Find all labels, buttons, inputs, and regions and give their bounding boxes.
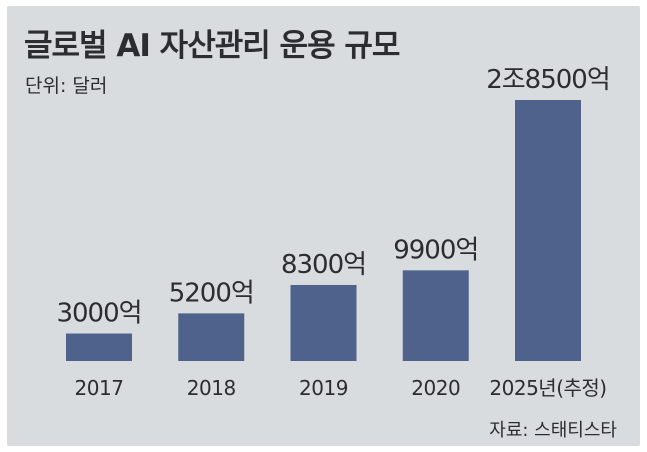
data-label: 8300억 [281,250,366,280]
data-label: 2조8500억 [486,65,610,95]
data-label: 9900억 [393,235,478,265]
bar-2020 [402,270,469,361]
bar-2019 [290,284,357,361]
bar-2018 [178,313,245,361]
bar-2017 [66,333,132,361]
category-label: 2017 [75,376,124,400]
category-label: 2020 [411,376,460,400]
data-label: 5200억 [169,278,254,308]
source-label: 자료: 스태티스타 [489,420,617,441]
unit-label: 단위: 달러 [25,75,108,97]
chart-title: 글로벌 AI 자산관리 운용 규모 [24,28,400,64]
category-label: 2019 [299,376,348,400]
category-label: 2025년(추정) [489,376,606,400]
bar-2025년(추정) [515,100,581,361]
category-label: 2018 [187,376,236,400]
data-label: 3000억 [56,299,141,329]
